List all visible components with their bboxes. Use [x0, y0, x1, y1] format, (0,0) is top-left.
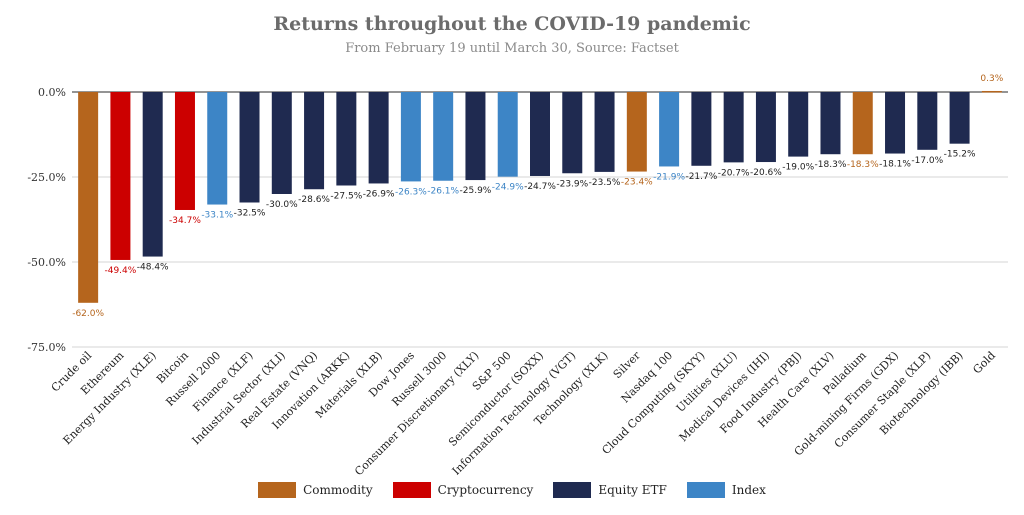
legend-item-commodity: Commodity [258, 482, 373, 498]
legend: Commodity Cryptocurrency Equity ETF Inde… [0, 482, 1024, 498]
legend-swatch-cryptocurrency [392, 482, 431, 498]
bar [304, 92, 325, 190]
data-label: -23.4% [621, 178, 653, 188]
bar [723, 92, 744, 163]
legend-label-equity-etf: Equity ETF [598, 483, 667, 497]
bar [465, 92, 486, 181]
legend-label-cryptocurrency: Cryptocurrency [437, 483, 534, 497]
data-label: -30.0% [266, 200, 298, 210]
legend-label-index: Index [731, 483, 766, 497]
bar [174, 92, 195, 210]
bar [142, 92, 163, 257]
bar [562, 92, 583, 174]
data-label: -32.5% [234, 209, 266, 219]
data-label: -27.5% [330, 192, 362, 202]
bar [755, 92, 776, 163]
data-label: -20.7% [718, 168, 750, 178]
bar [368, 92, 389, 184]
y-tick-label: -50.0% [27, 256, 66, 269]
bar [336, 92, 357, 186]
bar [852, 92, 873, 155]
data-label: -49.4% [104, 266, 136, 276]
data-label: -26.3% [395, 187, 427, 197]
data-label: -25.9% [460, 186, 492, 196]
bar [497, 92, 518, 177]
data-label: -18.3% [815, 160, 847, 170]
bar [788, 92, 809, 157]
data-label: 0.3% [980, 74, 1003, 84]
data-label: -17.0% [911, 156, 943, 166]
data-label: -34.7% [169, 216, 201, 226]
data-label: -33.1% [201, 211, 233, 221]
y-tick-label: -75.0% [27, 341, 66, 354]
data-label: -26.9% [363, 189, 395, 199]
data-label: -62.0% [72, 309, 104, 319]
legend-label-commodity: Commodity [303, 483, 373, 497]
y-tick-label: -25.0% [27, 171, 66, 184]
chart-subtitle: From February 19 until March 30, Source:… [345, 41, 679, 56]
data-label: -20.6% [750, 168, 782, 178]
bar [271, 92, 292, 194]
legend-item-equity-etf: Equity ETF [553, 482, 667, 498]
y-tick-label: 0.0% [38, 86, 66, 99]
bar [981, 90, 1002, 93]
legend-swatch-commodity [258, 482, 297, 498]
legend-swatch-equity-etf [553, 482, 592, 498]
data-label: -24.9% [492, 183, 524, 193]
bar [110, 92, 131, 260]
data-label: -21.9% [653, 172, 685, 182]
data-label: -18.3% [847, 160, 879, 170]
data-label: -48.4% [137, 263, 169, 273]
bar [949, 92, 970, 144]
bar [239, 92, 260, 203]
bar [530, 92, 550, 176]
data-label: -23.9% [556, 179, 588, 189]
data-label: -19.0% [782, 163, 814, 173]
data-label: -24.7% [524, 182, 556, 192]
legend-item-index: Index [686, 482, 766, 498]
chart-title: Returns throughout the COVID-19 pandemic [273, 13, 751, 35]
x-tick-label: Gold [970, 349, 998, 377]
data-label: -28.6% [298, 195, 330, 205]
bar [433, 92, 454, 181]
bar [594, 92, 615, 172]
bar [885, 92, 906, 154]
data-label: -23.5% [589, 178, 621, 188]
data-label: -15.2% [944, 150, 976, 160]
bar [691, 92, 712, 166]
bar [207, 92, 228, 205]
bar [400, 92, 421, 182]
bar [626, 92, 647, 172]
data-label: -26.1% [427, 187, 459, 197]
bar [917, 92, 938, 150]
legend-swatch-index [686, 482, 725, 498]
data-label: -18.1% [879, 160, 911, 170]
bar [820, 92, 841, 155]
bar [78, 92, 99, 303]
legend-item-cryptocurrency: Cryptocurrency [392, 482, 534, 498]
bar [659, 92, 680, 167]
data-label: -21.7% [685, 172, 717, 182]
